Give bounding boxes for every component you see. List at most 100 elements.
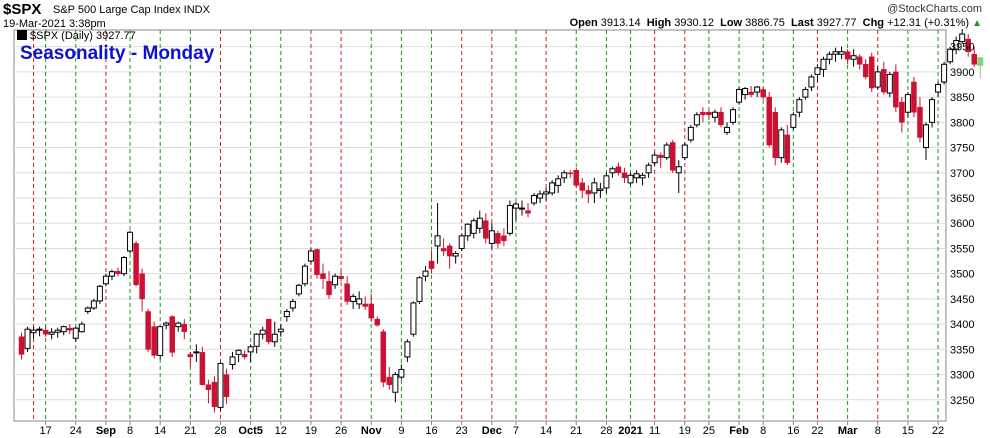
candle [30, 326, 37, 339]
x-tick-label: 14 [154, 425, 166, 437]
candle-body [627, 174, 634, 184]
candle [561, 170, 568, 183]
grid-layer [14, 46, 946, 401]
candle-body [211, 381, 218, 408]
candle-body [844, 51, 851, 60]
candle [404, 339, 411, 362]
candle [295, 283, 302, 297]
candle-body [633, 173, 640, 179]
candle [108, 269, 115, 281]
candle [518, 200, 525, 216]
candle [163, 321, 170, 330]
candle-body [259, 329, 266, 335]
candle [241, 350, 248, 360]
x-tick-label: 22 [811, 425, 823, 437]
candle-body [525, 210, 531, 214]
candle-body [241, 354, 248, 358]
x-tick-label: 21 [570, 425, 582, 437]
candle [953, 36, 960, 55]
candle-body [760, 89, 766, 98]
candle [314, 248, 320, 279]
candle-body [790, 114, 797, 128]
candle-body [90, 300, 97, 309]
candle-body [911, 81, 917, 113]
candle [452, 250, 459, 264]
candle-body [850, 55, 857, 60]
candle [223, 368, 230, 404]
candle [850, 49, 857, 67]
candle-body [452, 253, 459, 257]
candle-body [893, 71, 899, 108]
candle [470, 218, 477, 239]
candle [36, 326, 43, 337]
candle [289, 298, 296, 312]
candle [567, 170, 573, 178]
candle [874, 66, 881, 90]
candle [416, 276, 423, 304]
candle [856, 54, 863, 70]
candle-body [772, 111, 778, 158]
candle [145, 308, 151, 352]
candle-body [778, 129, 785, 159]
candle [60, 325, 67, 336]
x-tick-label: Oct5 [238, 425, 262, 437]
y-tick-label: 3900 [950, 67, 974, 79]
seasonality-lines [33, 30, 939, 421]
candle-body [621, 172, 628, 179]
candle-body [350, 295, 357, 302]
candle [332, 273, 339, 289]
candle-body [320, 273, 326, 279]
candle [90, 298, 97, 311]
candle-body [307, 250, 314, 262]
candle-body [681, 144, 688, 159]
candle [229, 351, 236, 370]
high-label: High [646, 17, 672, 29]
y-tick-label: 3500 [950, 269, 974, 281]
x-tick-label: 15 [902, 425, 914, 437]
candle [760, 87, 766, 100]
candle [531, 192, 538, 206]
candle-body [663, 144, 670, 159]
candle-body [235, 349, 242, 355]
low-value: 3886.75 [745, 17, 785, 29]
brand-logo[interactable]: @StockCharts.com [887, 3, 982, 15]
candle [464, 223, 471, 241]
candle-body [36, 328, 43, 331]
x-tick-label: 8 [875, 425, 881, 437]
candle-body [917, 106, 923, 138]
candle [380, 329, 387, 388]
y-tick-label: 3300 [950, 370, 974, 382]
candle [175, 321, 182, 332]
candle [718, 107, 724, 128]
x-tick-label: 17 [39, 425, 51, 437]
candle [506, 200, 513, 236]
candle [374, 316, 381, 327]
candle-body [669, 142, 676, 171]
candle-body [145, 311, 151, 350]
symbol-description: S&P 500 Large Cap Index INDX [53, 4, 210, 16]
candle-body [301, 265, 308, 285]
candle [133, 240, 139, 287]
candle-body [181, 323, 188, 332]
candle [96, 284, 103, 304]
candle-body [512, 203, 519, 209]
candles-layer [18, 28, 984, 413]
candle-body [289, 300, 296, 309]
candle-body [193, 351, 200, 354]
candle-body [537, 193, 544, 199]
candle [18, 332, 25, 360]
candle [362, 296, 368, 311]
candle-body [603, 175, 610, 189]
candle-body [706, 111, 712, 116]
candle-body [874, 71, 881, 88]
candle [121, 256, 128, 277]
candle-body [434, 235, 441, 247]
candle [790, 112, 797, 130]
candle-body [597, 188, 604, 191]
candle-body [446, 245, 453, 257]
candle [627, 172, 634, 186]
candle [446, 243, 453, 269]
candle-body [265, 318, 272, 343]
candle-body [410, 302, 417, 335]
